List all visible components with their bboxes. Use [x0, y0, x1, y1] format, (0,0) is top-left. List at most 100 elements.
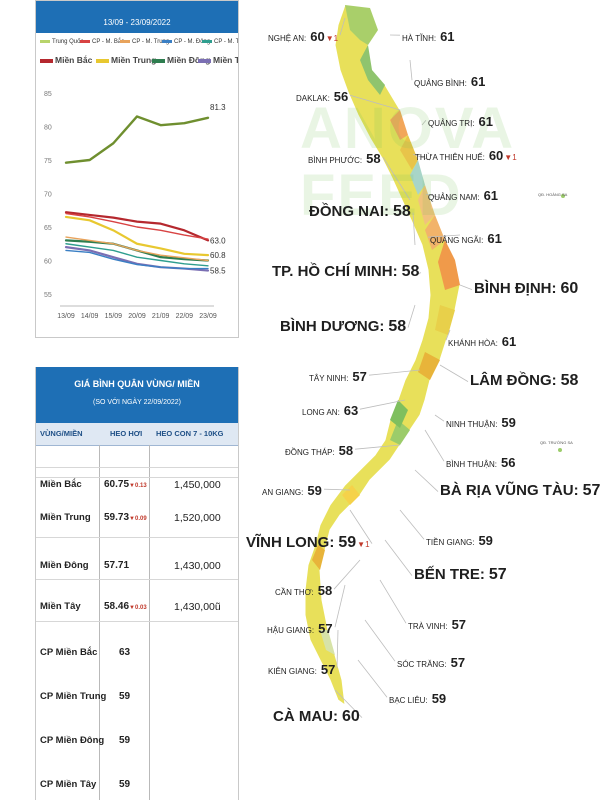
leader-line — [334, 689, 363, 718]
province-name: BẠC LIÊU: — [389, 696, 428, 705]
province-label: ĐỒNG THÁP: 58 — [285, 442, 353, 460]
province-label: ĐỒNG NAI: 58 — [309, 203, 411, 221]
province-label: QUẢNG TRỊ: 61 — [428, 113, 493, 131]
price-change: ▼0.03 — [129, 605, 147, 611]
province-price-change-value: 1 — [512, 153, 517, 162]
legend-label: Miền Đông — [167, 55, 211, 65]
province-label: QUẢNG NGÃI: 61 — [430, 230, 502, 248]
leader-line — [333, 559, 361, 590]
province-name: HÀ TĨNH: — [402, 34, 437, 43]
legend-swatch — [202, 39, 212, 43]
y-tick-label: 55 — [44, 292, 52, 299]
province-label: BÌNH THUẬN: 56 — [446, 454, 515, 472]
table-divider — [149, 445, 150, 800]
table-row-divider — [36, 537, 238, 538]
province-name: QUẢNG BÌNH: — [414, 79, 467, 88]
province-label: QUẢNG NAM: 61 — [428, 187, 498, 205]
series-end-label: 60.8 — [210, 251, 226, 260]
table-cell-piglet-price: 1,450,000 — [174, 479, 221, 491]
province-name: TIỀN GIANG: — [426, 538, 475, 547]
x-tick-label: 15/09 — [105, 313, 123, 320]
leader-line — [357, 659, 388, 698]
province-price: 57 — [582, 482, 600, 499]
table-cell-region: CP Miền Bắc — [40, 647, 98, 658]
legend-swatch — [152, 58, 165, 63]
leader-line — [349, 94, 401, 111]
x-tick-label: 20/09 — [128, 313, 146, 320]
legend-entry: CP - M. Đông — [162, 39, 210, 45]
province-price: 57 — [450, 655, 466, 670]
province-name: LONG AN: — [302, 408, 340, 417]
price-change-value: 0.03 — [134, 605, 147, 611]
series-end-label: 63.0 — [210, 236, 226, 245]
down-triangle-icon: ▼ — [129, 483, 135, 489]
province-label: NINH THUẬN: 59 — [446, 414, 516, 432]
province-price: 56 — [333, 89, 349, 104]
leader-line — [354, 444, 401, 450]
table-cell-live-price: 59 — [119, 691, 131, 702]
leader-line — [424, 429, 445, 462]
x-tick-label: 22/09 — [176, 313, 194, 320]
province-name: CÀ MAU: — [273, 708, 338, 725]
down-triangle-icon: ▼ — [129, 516, 135, 522]
province-price-change: ▼1 — [504, 153, 516, 162]
table-subtitle: (SO VỚI NGÀY 22/09/2022) — [93, 399, 181, 406]
province-price: 61 — [501, 334, 517, 349]
province-label: VĨNH LONG: 59▼1 — [246, 534, 370, 552]
province-name: NGHỆ AN: — [268, 34, 307, 43]
legend-entry: Miền Bắc — [40, 55, 92, 65]
column-header-live-pig: HEO HƠI — [110, 429, 143, 438]
province-label: KHÁNH HÒA: 61 — [448, 333, 516, 351]
legend-swatch — [96, 58, 109, 63]
leader-line — [364, 619, 396, 662]
province-label: TP. HỒ CHÍ MINH: 58 — [272, 263, 419, 281]
table-cell-live-price: 59 — [119, 735, 131, 746]
leader-line — [439, 364, 469, 382]
province-name: BÌNH PHƯỚC: — [308, 156, 363, 165]
province-label: DAKLAK: 56 — [296, 88, 348, 106]
legend-label: Trung Quốc — [52, 39, 84, 45]
province-label: AN GIANG: 59 — [262, 482, 322, 500]
legend-swatch — [198, 58, 211, 63]
province-name: VĨNH LONG: — [246, 534, 335, 551]
table-row-divider — [36, 579, 238, 580]
leader-line — [412, 153, 431, 161]
table-cell-piglet-price: 1,430,00ũ — [174, 601, 221, 613]
province-label: BÌNH DƯƠNG: 58 — [280, 318, 406, 336]
province-label: TÂY NINH: 57 — [309, 368, 367, 386]
province-price: 59 — [431, 691, 447, 706]
table-cell-live-price: 59 — [119, 779, 131, 790]
province-name: BÌNH ĐỊNH: — [474, 280, 557, 297]
x-tick-label: 21/09 — [152, 313, 170, 320]
x-tick-label: 13/09 — [57, 313, 75, 320]
island-label-hoang-sa: QĐ. HOÀNG SA — [538, 192, 568, 197]
leader-line — [334, 584, 346, 628]
leader-line — [368, 369, 421, 376]
y-tick-label: 60 — [44, 259, 52, 266]
province-price: 59 — [338, 534, 357, 551]
province-name: CẦN THƠ: — [275, 588, 314, 597]
province-label: NGHỆ AN: 60▼1 — [268, 28, 338, 46]
province-name: QUẢNG TRỊ: — [428, 119, 475, 128]
legend-swatch — [162, 39, 172, 43]
province-price: 58 — [366, 151, 381, 166]
legend-entry: Miền Trung — [96, 55, 156, 65]
leader-line — [407, 304, 416, 328]
series-line — [64, 115, 210, 164]
province-name: ĐỒNG THÁP: — [285, 448, 335, 457]
province-price: 59 — [501, 415, 516, 430]
y-tick-label: 85 — [44, 91, 52, 98]
series-line — [65, 212, 209, 240]
province-price: 61 — [478, 114, 493, 129]
legend-label: Miền Bắc — [55, 55, 93, 65]
chart-date-range: 13/09 - 23/09/2022 — [103, 18, 171, 27]
province-label: HÀ TĨNH: 61 — [402, 28, 455, 46]
province-label: BÌNH PHƯỚC: 58 — [308, 150, 381, 168]
legend-label: CP - M. Tây — [214, 39, 238, 45]
province-label: BÌNH ĐỊNH: 60 — [474, 280, 578, 298]
province-label: QUẢNG BÌNH: 61 — [414, 73, 485, 91]
table-cell-live-price: 59.73▼0.09 — [104, 512, 147, 523]
y-tick-label: 70 — [44, 192, 52, 199]
series-end-label: 58.5 — [210, 267, 226, 276]
